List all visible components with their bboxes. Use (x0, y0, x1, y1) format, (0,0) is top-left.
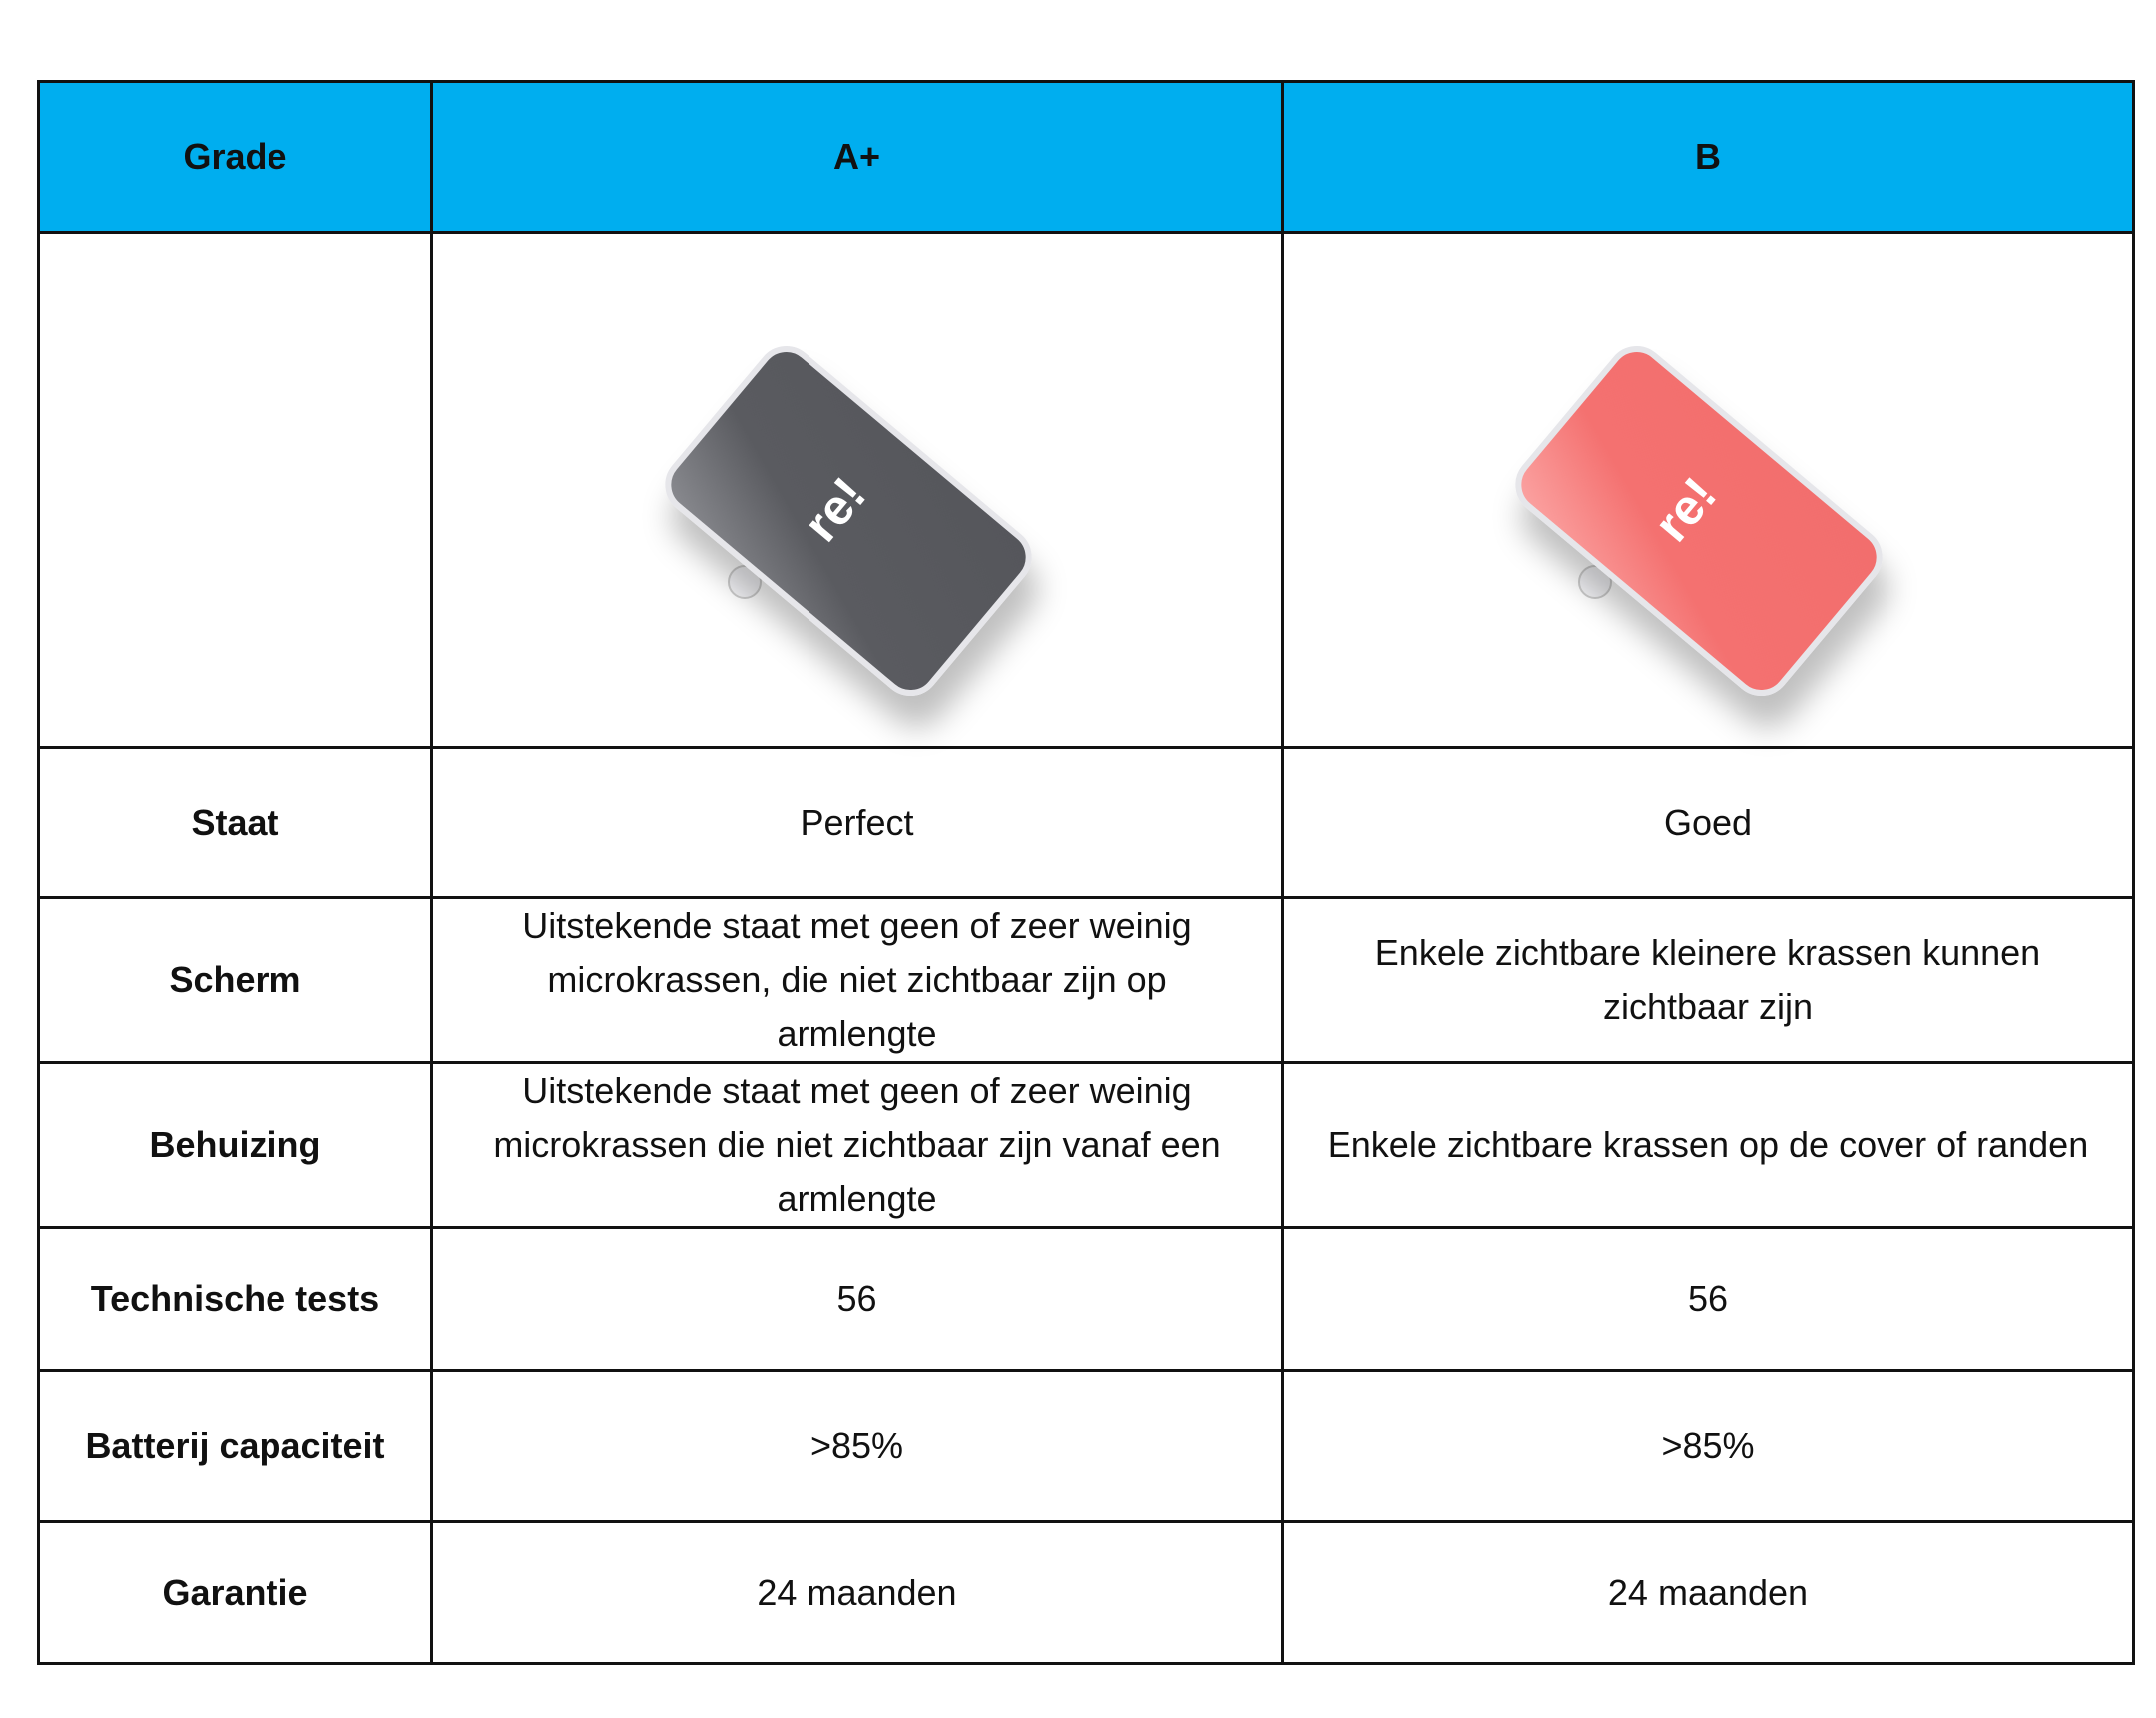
row-staat: Staat Perfect Goed (37, 746, 2135, 899)
row-label: Scherm (37, 896, 433, 1064)
image-cell-a-plus: re! (430, 231, 1284, 749)
phone-image-a-plus: re! (652, 290, 1057, 708)
row-scherm: Scherm Uitstekende staat met geen of zee… (37, 896, 2135, 1064)
row-label: Staat (37, 746, 433, 899)
header-grade: Grade (37, 80, 433, 234)
cell-b: 56 (1281, 1226, 2135, 1372)
row-garantie: Garantie 24 maanden 24 maanden (37, 1520, 2135, 1665)
row-batterij-capaciteit: Batterij capaciteit >85% >85% (37, 1369, 2135, 1523)
cell-a-plus: >85% (430, 1369, 1284, 1523)
cell-b: Goed (1281, 746, 2135, 899)
grade-comparison-table: Grade A+ B re! re! Staat Perfect Goed (37, 80, 2135, 1665)
cell-a-plus: Perfect (430, 746, 1284, 899)
re-logo: re! (1643, 466, 1728, 552)
header-b: B (1281, 80, 2135, 234)
row-label: Garantie (37, 1520, 433, 1665)
re-logo: re! (792, 466, 876, 552)
cell-b: Enkele zichtbare kleinere krassen kunnen… (1281, 896, 2135, 1064)
row-label: Behuizing (37, 1061, 433, 1229)
cell-a-plus: 24 maanden (430, 1520, 1284, 1665)
phone-icon: re! (652, 333, 1044, 708)
image-cell-b: re! (1281, 231, 2135, 749)
image-row-label (37, 231, 433, 749)
phone-image-b: re! (1503, 290, 1907, 708)
row-technische-tests: Technische tests 56 56 (37, 1226, 2135, 1372)
cell-a-plus: 56 (430, 1226, 1284, 1372)
cell-a-plus: Uitstekende staat met geen of zeer weini… (430, 1061, 1284, 1229)
image-row: re! re! (37, 231, 2135, 749)
cell-a-plus: Uitstekende staat met geen of zeer weini… (430, 896, 1284, 1064)
header-row: Grade A+ B (37, 80, 2135, 234)
header-a-plus: A+ (430, 80, 1284, 234)
row-label: Batterij capaciteit (37, 1369, 433, 1523)
cell-b: 24 maanden (1281, 1520, 2135, 1665)
cell-b: Enkele zichtbare krassen op de cover of … (1281, 1061, 2135, 1229)
cell-b: >85% (1281, 1369, 2135, 1523)
row-label: Technische tests (37, 1226, 433, 1372)
row-behuizing: Behuizing Uitstekende staat met geen of … (37, 1061, 2135, 1229)
phone-icon: re! (1503, 333, 1894, 708)
